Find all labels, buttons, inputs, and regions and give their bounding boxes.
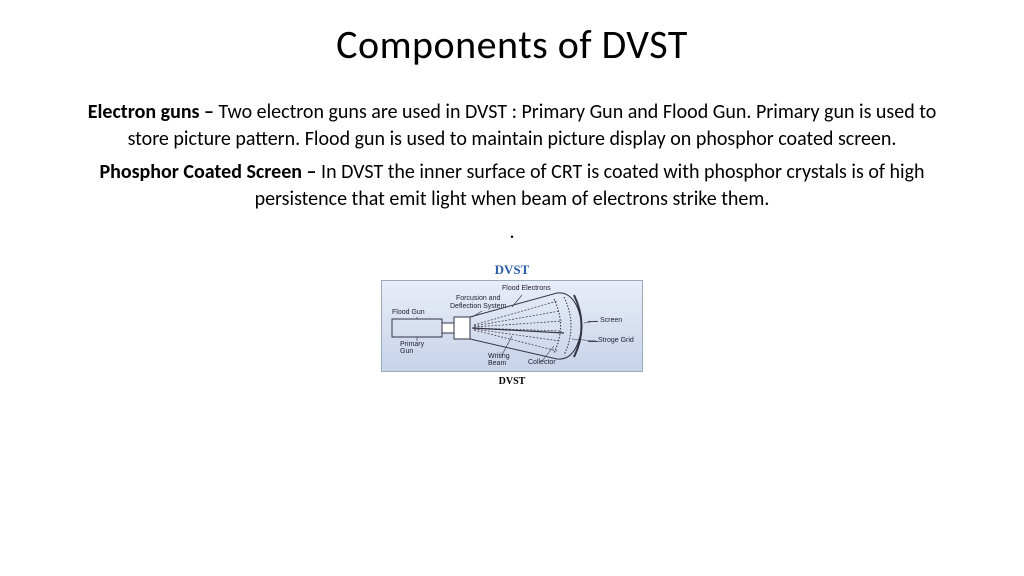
label-primary-gun: Primary Gun (400, 341, 424, 356)
text-phosphor-screen: In DVST the inner surface of CRT is coat… (255, 160, 925, 211)
label-flood-gun: Flood Gun (392, 309, 425, 316)
lead-electron-guns: Electron guns – (88, 100, 219, 124)
dvst-svg (382, 281, 642, 371)
paragraph-electron-guns: Electron guns – Two electron guns are us… (72, 99, 952, 153)
body-text: Electron guns – Two electron guns are us… (72, 99, 952, 252)
label-writing-beam: Writing Beam (488, 353, 510, 368)
lead-phosphor-screen: Phosphor Coated Screen – (99, 160, 321, 184)
label-collector: Collector (528, 359, 556, 366)
diagram-heading: DVST (495, 262, 530, 278)
label-screen: Screen (600, 317, 622, 324)
text-electron-guns: Two electron guns are used in DVST : Pri… (128, 100, 937, 151)
label-stroge-grid: Stroge Grid (598, 337, 634, 344)
label-flood-electrons: Flood Electrons (502, 285, 551, 292)
label-deflection: Deflection System (450, 303, 506, 310)
slide: Components of DVST Electron guns – Two e… (0, 0, 1024, 576)
dot-line: . (72, 219, 952, 246)
paragraph-phosphor-screen: Phosphor Coated Screen – In DVST the inn… (72, 159, 952, 213)
arrow-screen (588, 321, 598, 322)
diagram-caption: DVST (499, 376, 526, 387)
label-forcusion: Forcusion and (456, 295, 500, 302)
diagram-container: DVST (381, 262, 643, 387)
arrow-stroge (588, 341, 598, 342)
slide-title: Components of DVST (336, 20, 688, 69)
dvst-diagram: Flood Electrons Forcusion and Deflection… (381, 280, 643, 372)
